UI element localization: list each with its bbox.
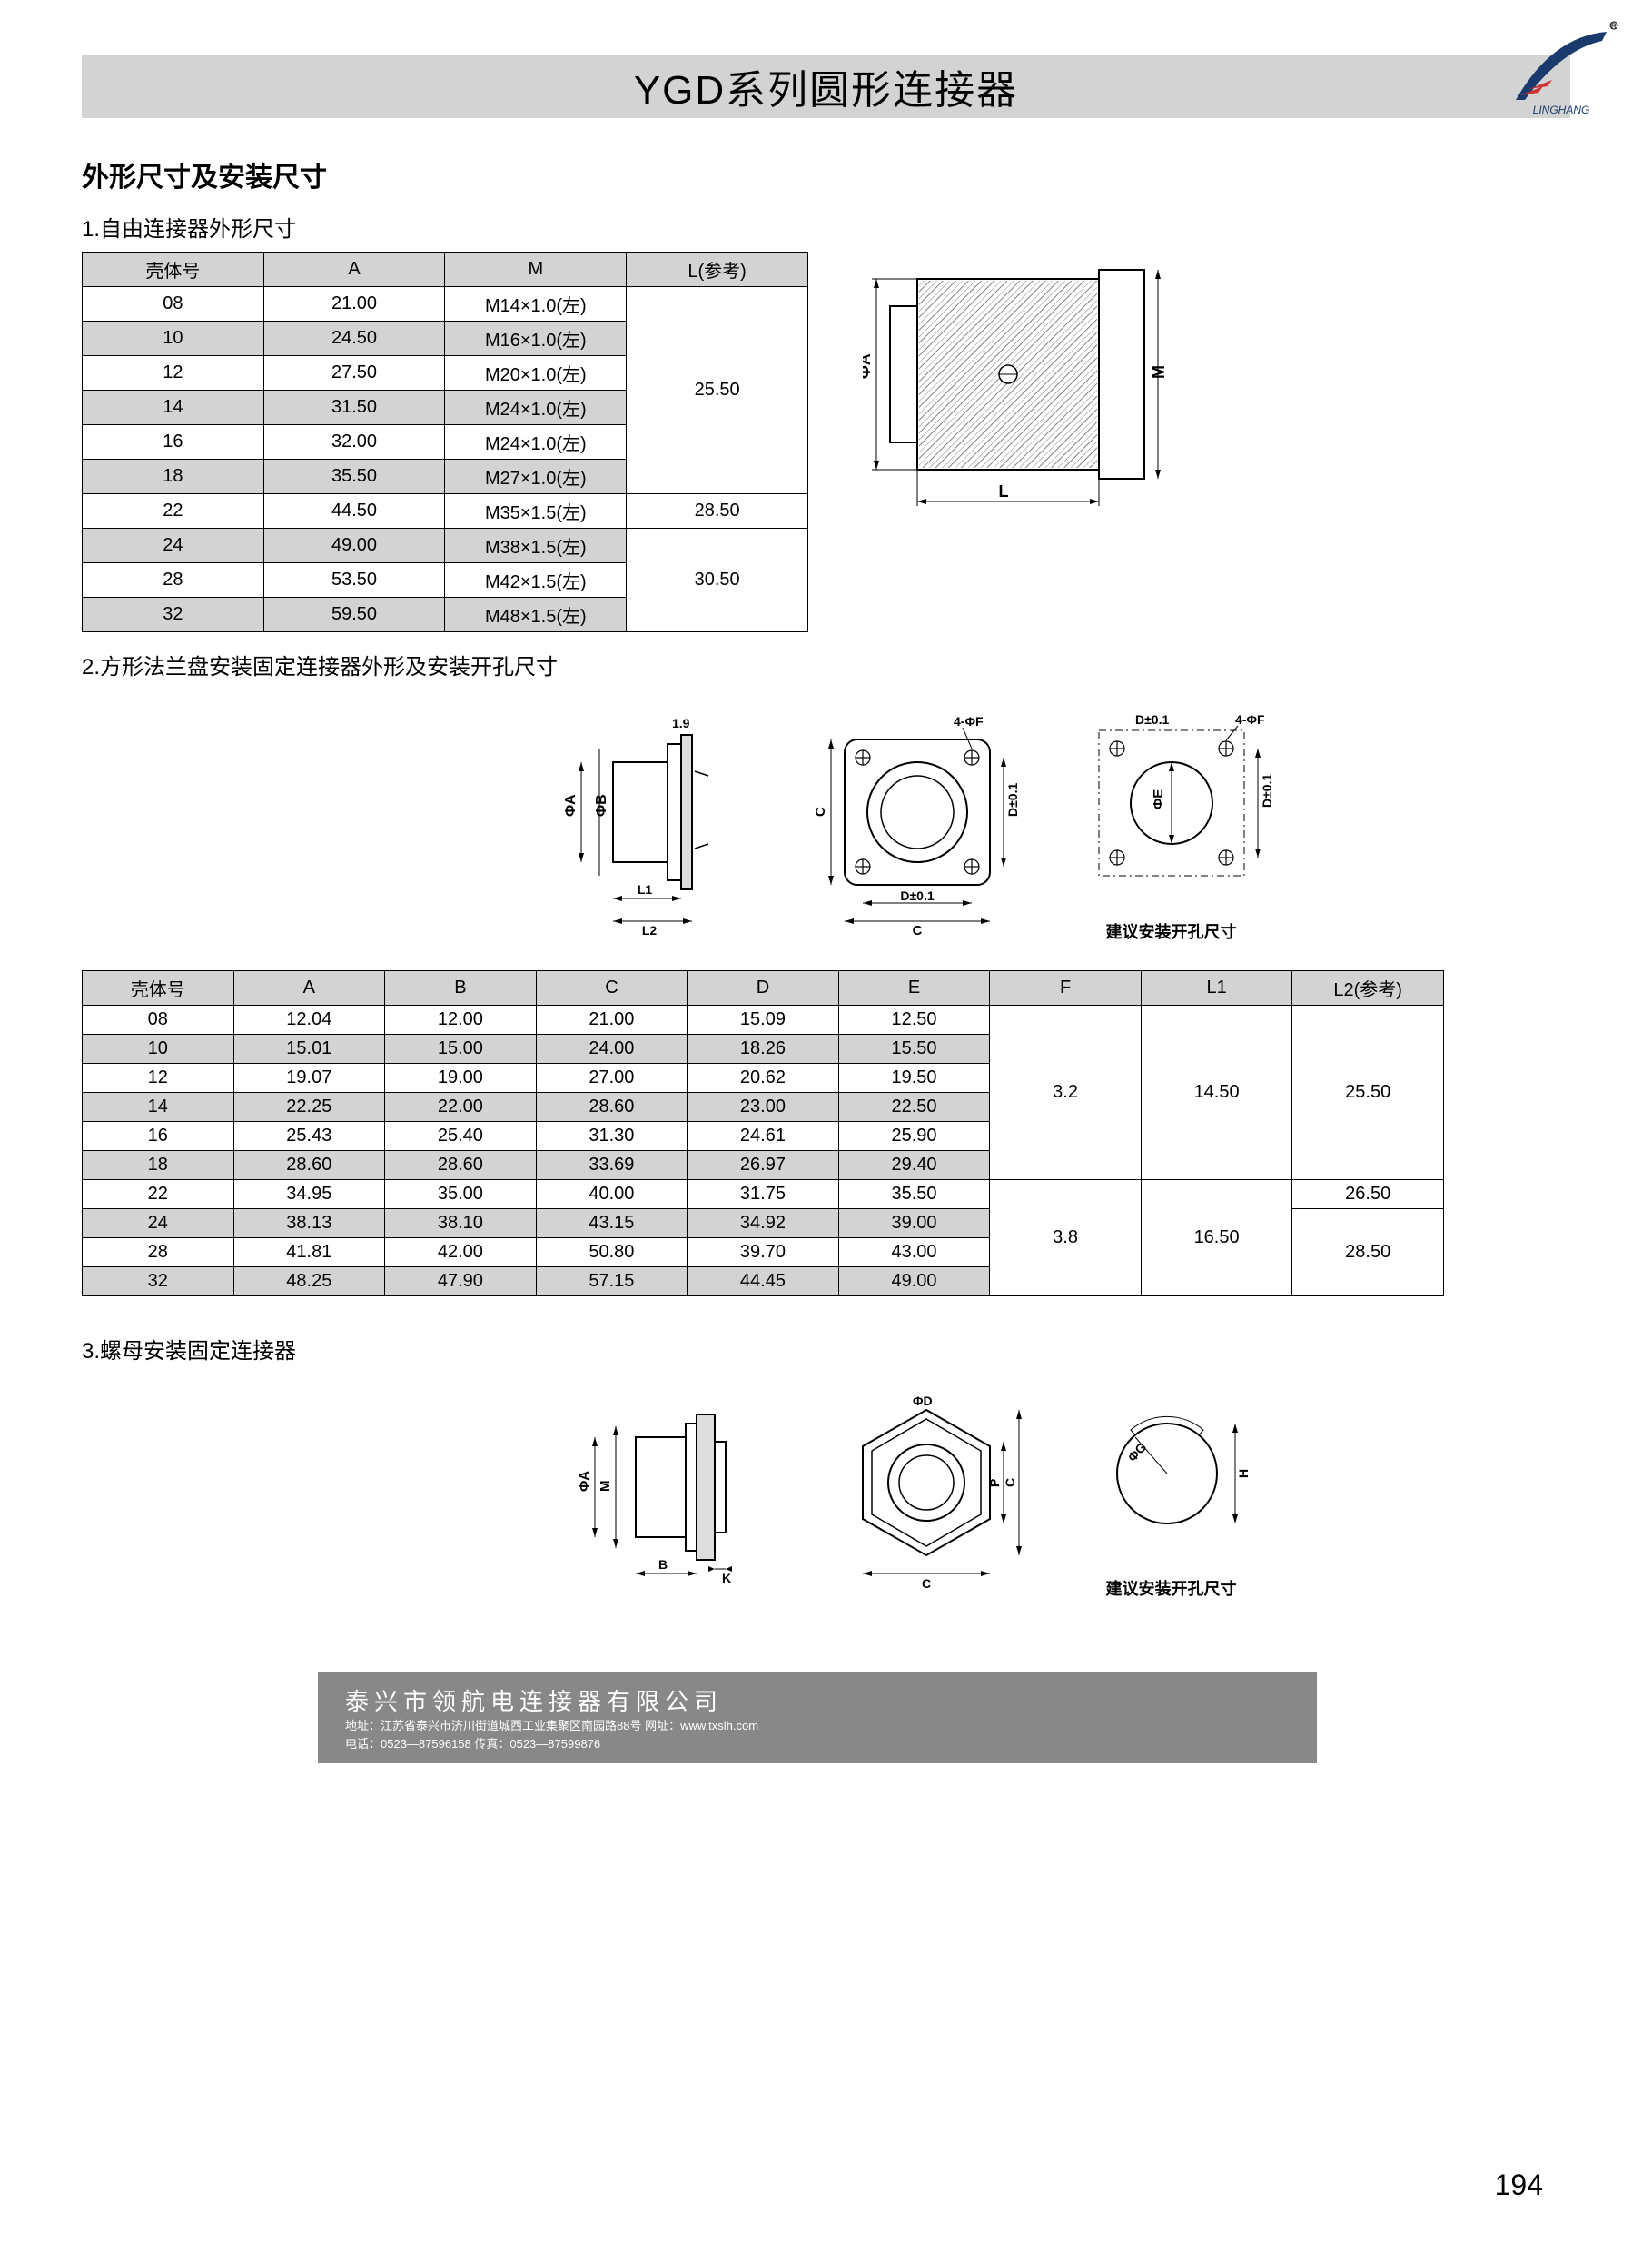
table-header: E <box>838 971 990 1006</box>
header-bar: YGD系列圆形连接器 LINGHANG R <box>82 55 1570 118</box>
main-title: YGD系列圆形连接器 <box>634 57 1018 115</box>
table-header: 壳体号 <box>83 971 234 1006</box>
footer-addr: 地址：江苏省泰兴市济川街道城西工业集聚区南园路88号 网址：www.txslh.… <box>345 1717 758 1735</box>
table-header: M <box>445 253 627 287</box>
svg-text:P: P <box>987 1479 1002 1487</box>
svg-text:M: M <box>1150 365 1168 379</box>
table-header: A <box>233 971 385 1006</box>
svg-text:ΦE: ΦE <box>1151 789 1166 809</box>
svg-text:C: C <box>921 1576 930 1591</box>
table-2: 壳体号ABCDEFL1L2(参考) 0812.0412.0021.0015.09… <box>82 970 1444 1296</box>
svg-text:R: R <box>1611 22 1617 31</box>
table-row: 2234.9535.0040.0031.7535.503.816.5026.50 <box>83 1180 1444 1209</box>
svg-text:D±0.1: D±0.1 <box>1135 712 1169 727</box>
table-row: 0812.0412.0021.0015.0912.503.214.5025.50 <box>83 1006 1444 1035</box>
svg-text:B: B <box>658 1557 667 1572</box>
svg-text:1.9: 1.9 <box>672 716 690 730</box>
svg-text:L: L <box>999 482 1009 501</box>
section-title: 外形尺寸及安装尺寸 <box>82 154 1570 194</box>
table-header: L1 <box>1141 971 1292 1006</box>
footer: 泰兴市领航电连接器有限公司 地址：江苏省泰兴市济川街道城西工业集聚区南园路88号… <box>318 1672 1317 1763</box>
diagram2-caption: 建议安装开孔尺寸 <box>1067 919 1276 943</box>
svg-text:ΦD: ΦD <box>913 1394 933 1408</box>
svg-text:ΦB: ΦB <box>594 794 609 817</box>
svg-text:D±0.1: D±0.1 <box>1005 783 1020 817</box>
svg-text:M: M <box>598 1481 613 1493</box>
table-header: 壳体号 <box>83 253 264 287</box>
svg-text:C: C <box>813 807 828 817</box>
table-header: F <box>990 971 1142 1006</box>
svg-text:ΦA: ΦA <box>863 353 874 379</box>
diagram-1: ΦA M L <box>863 252 1172 515</box>
svg-text:H: H <box>1236 1469 1251 1478</box>
svg-text:D±0.1: D±0.1 <box>900 888 934 903</box>
svg-text:K: K <box>722 1571 731 1585</box>
footer-company: 泰兴市领航电连接器有限公司 <box>345 1683 758 1717</box>
diagrams-3: ΦA M B K ΦD P C C <box>263 1392 1570 1600</box>
svg-text:4-ΦF: 4-ΦF <box>1235 712 1265 727</box>
footer-tel: 电话：0523—87596158 传真：0523—87599876 <box>345 1735 758 1753</box>
svg-text:C: C <box>1003 1478 1017 1487</box>
svg-text:D±0.1: D±0.1 <box>1260 774 1274 808</box>
sub1-title: 1.自由连接器外形尺寸 <box>82 211 1570 243</box>
table-header: B <box>385 971 537 1006</box>
page-number: 194 <box>1495 2169 1543 2202</box>
table-header: D <box>688 971 839 1006</box>
sub2-title: 2.方形法兰盘安装固定连接器外形及安装开孔尺寸 <box>82 649 1570 680</box>
table-header: A <box>263 253 445 287</box>
svg-text:LINGHANG: LINGHANG <box>1533 104 1590 116</box>
table-row: 2244.50M35×1.5(左)28.50 <box>83 494 808 529</box>
svg-text:C: C <box>912 923 922 935</box>
diagrams-2: 1.9 ΦA ΦB L1 L2 4-ΦF C D± <box>263 708 1570 943</box>
svg-text:4-ΦF: 4-ΦF <box>954 714 984 729</box>
table-row: 2449.00M38×1.5(左)30.50 <box>83 529 808 563</box>
svg-text:L1: L1 <box>637 882 652 897</box>
diagram3-caption: 建议安装开孔尺寸 <box>1081 1576 1262 1600</box>
table-header: L2(参考) <box>1292 971 1444 1006</box>
svg-text:ΦA: ΦA <box>577 1471 592 1492</box>
table-header: L(参考) <box>627 253 808 287</box>
company-logo: LINGHANG R <box>1498 18 1625 127</box>
sub3-title: 3.螺母安装固定连接器 <box>82 1333 1570 1365</box>
svg-text:ΦA: ΦA <box>563 794 579 817</box>
table-row: 0821.00M14×1.0(左)25.50 <box>83 287 808 322</box>
table-1: 壳体号AML(参考) 0821.00M14×1.0(左)25.501024.50… <box>82 252 808 632</box>
table-header: C <box>536 971 688 1006</box>
svg-text:L2: L2 <box>641 923 657 935</box>
